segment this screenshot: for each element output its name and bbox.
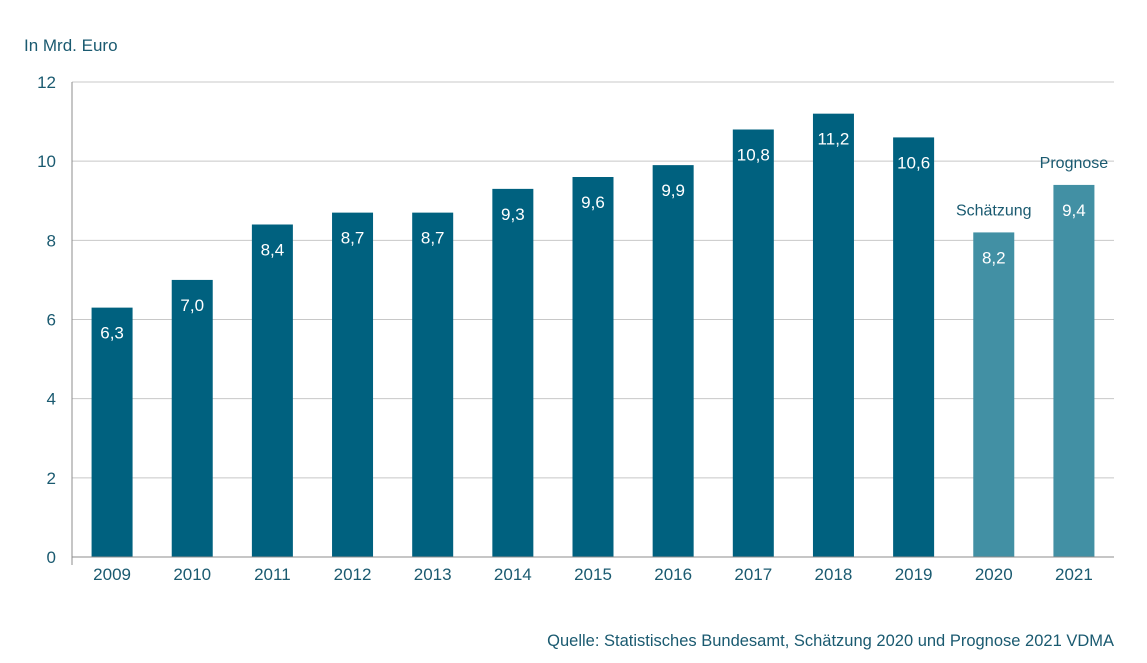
- bar: [1053, 184, 1095, 557]
- x-tick-label: 2013: [414, 565, 452, 584]
- bar: [412, 212, 454, 557]
- source-note: Quelle: Statistisches Bundesamt, Schätzu…: [547, 632, 1114, 650]
- data-label: 9,3: [501, 205, 525, 224]
- x-tick-label: 2014: [494, 565, 532, 584]
- x-tick-label: 2020: [975, 565, 1013, 584]
- y-tick-label: 0: [47, 548, 56, 567]
- bar: [812, 113, 854, 558]
- y-tick-label: 2: [47, 469, 56, 488]
- data-label: 11,2: [818, 130, 850, 149]
- data-label: 7,0: [180, 296, 204, 315]
- y-tick-label: 6: [47, 311, 56, 330]
- x-tick-label: 2019: [895, 565, 933, 584]
- data-label: 9,6: [581, 193, 605, 212]
- data-label: 9,4: [1062, 201, 1086, 220]
- bar-annotation: Schätzung: [956, 202, 1032, 219]
- y-axis-label: In Mrd. Euro: [24, 36, 118, 55]
- bar: [171, 279, 213, 557]
- bar: [332, 212, 374, 557]
- bar: [732, 129, 774, 557]
- data-label: 8,7: [341, 229, 365, 248]
- y-tick-label: 4: [47, 390, 56, 409]
- x-tick-label: 2015: [574, 565, 612, 584]
- bar: [91, 307, 133, 557]
- bar-annotation: Prognose: [1040, 155, 1109, 172]
- x-tick-label: 2021: [1055, 565, 1093, 584]
- data-label: 9,9: [661, 181, 685, 200]
- annotations: Schätzung Prognose: [956, 155, 1108, 220]
- x-tick-label: 2012: [334, 565, 372, 584]
- data-label: 8,7: [421, 229, 445, 248]
- data-label: 8,2: [982, 248, 1006, 267]
- data-label: 8,4: [261, 241, 285, 260]
- x-tick-label: 2017: [734, 565, 772, 584]
- y-tick-label: 12: [37, 73, 56, 92]
- bar: [973, 232, 1015, 557]
- bars: 6,3 7,0 8,4 8,7 8,7 9,3 9,6 9,9 10,8 11,2 10,6 8,2 9…: [91, 113, 1095, 558]
- x-tick-label: 2010: [173, 565, 211, 584]
- x-tick-label: 2018: [815, 565, 853, 584]
- x-tick-label: 2011: [254, 565, 291, 584]
- x-axis-ticks: 2009 2010 2011 2012 2013 2014 2015 2016 2017 2018…: [93, 565, 1093, 584]
- data-label: 10,6: [897, 153, 930, 172]
- x-tick-label: 2016: [654, 565, 692, 584]
- data-label: 10,8: [737, 146, 770, 165]
- bar: [251, 224, 293, 557]
- x-tick-label: 2009: [93, 565, 131, 584]
- y-axis-ticks: 0 2 4 6 8 10 12: [37, 73, 56, 567]
- y-tick-label: 10: [37, 152, 56, 171]
- bar: [572, 177, 614, 557]
- bar: [652, 165, 694, 557]
- bar: [492, 188, 534, 557]
- y-tick-label: 8: [47, 231, 56, 250]
- data-label: 6,3: [100, 324, 124, 343]
- bar: [893, 137, 935, 557]
